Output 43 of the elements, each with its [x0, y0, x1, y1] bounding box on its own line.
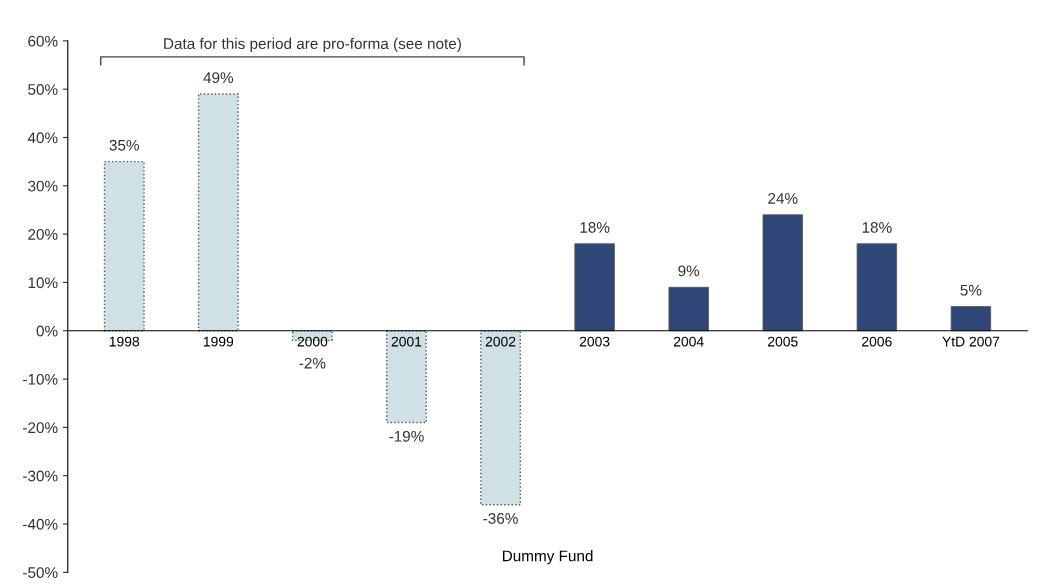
data-label: 18%	[862, 221, 892, 233]
bar	[574, 243, 615, 332]
data-label: 9%	[678, 265, 700, 277]
bar	[668, 286, 709, 332]
y-tick-label: -50%	[23, 567, 58, 579]
bar	[103, 160, 145, 332]
x-tick-label: 2000	[297, 336, 328, 347]
y-tick-label: -30%	[23, 470, 58, 482]
y-tick-label: 10%	[28, 277, 58, 289]
y-tick-label: 0%	[36, 325, 58, 337]
y-tick-label: 40%	[27, 132, 58, 144]
data-label: 35%	[109, 139, 139, 151]
bar	[197, 93, 239, 332]
x-tick-label: 2005	[768, 336, 798, 347]
data-label: -19%	[389, 430, 424, 442]
data-label: 49%	[203, 72, 234, 84]
x-tick-label: 2003	[579, 336, 610, 347]
x-tick-label: 2004	[673, 336, 704, 347]
x-axis-title: Dummy Fund	[502, 550, 593, 565]
y-tick-label: 60%	[28, 35, 58, 47]
bar	[856, 243, 898, 332]
y-tick-label: -20%	[23, 422, 58, 434]
data-label: -2%	[299, 357, 326, 369]
x-tick-label: 2001	[391, 336, 422, 347]
data-label: 18%	[580, 221, 610, 233]
x-tick-label: YtD 2007	[942, 336, 1000, 347]
data-label: 5%	[960, 284, 982, 296]
y-tick-label: 20%	[28, 229, 58, 240]
bar	[480, 330, 521, 506]
x-tick-label: 2002	[485, 336, 516, 347]
data-label: -36%	[483, 513, 518, 524]
y-tick-label: -40%	[23, 518, 58, 530]
y-tick-label: 50%	[28, 84, 58, 95]
bar	[762, 214, 803, 332]
x-tick-label: 2006	[862, 336, 892, 347]
bar	[386, 330, 427, 424]
x-tick-label: 1999	[203, 336, 234, 347]
x-tick-label: 1998	[109, 336, 140, 347]
data-label: 24%	[768, 193, 798, 204]
bar	[950, 306, 992, 332]
annotation: Data for this period are pro-forma (see note)	[164, 37, 461, 53]
y-tick-label: 30%	[28, 180, 58, 192]
y-tick-label: -10%	[23, 373, 58, 385]
